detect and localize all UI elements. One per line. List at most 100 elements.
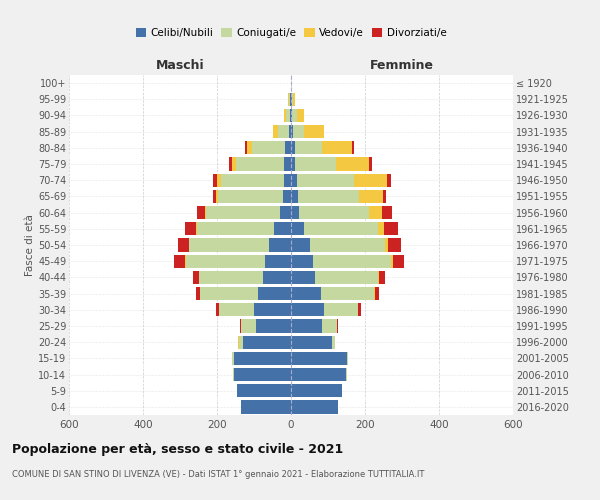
Text: Maschi: Maschi: [155, 59, 205, 72]
Bar: [286, 109, 290, 122]
Bar: [289, 92, 290, 106]
Bar: [247, 141, 252, 154]
Bar: [346, 368, 347, 381]
Bar: [337, 320, 338, 332]
Bar: [216, 190, 218, 203]
Bar: [291, 92, 292, 106]
Bar: [358, 303, 361, 316]
Bar: [240, 320, 241, 332]
Bar: [221, 174, 284, 187]
Bar: [233, 368, 291, 381]
Bar: [391, 254, 393, 268]
Bar: [291, 238, 310, 252]
Bar: [354, 174, 387, 187]
Bar: [293, 92, 295, 106]
Bar: [245, 141, 247, 154]
Bar: [385, 238, 388, 252]
Bar: [378, 270, 379, 284]
Bar: [383, 190, 386, 203]
Bar: [291, 303, 325, 316]
Bar: [193, 270, 199, 284]
Bar: [359, 190, 383, 203]
Legend: Celibi/Nubili, Coniugati/e, Vedovi/e, Divorziati/e: Celibi/Nubili, Coniugati/e, Vedovi/e, Di…: [134, 26, 448, 40]
Bar: [284, 158, 291, 170]
Bar: [310, 238, 385, 252]
Bar: [205, 206, 206, 220]
Bar: [214, 174, 217, 187]
Bar: [218, 190, 283, 203]
Bar: [269, 238, 291, 252]
Bar: [291, 352, 347, 365]
Bar: [291, 158, 295, 170]
Bar: [196, 287, 200, 300]
Bar: [274, 222, 291, 235]
Bar: [296, 109, 304, 122]
Bar: [292, 109, 296, 122]
Bar: [286, 141, 291, 154]
Bar: [239, 336, 243, 349]
Bar: [291, 109, 292, 122]
Bar: [295, 158, 336, 170]
Bar: [199, 270, 263, 284]
Bar: [291, 222, 304, 235]
Bar: [388, 238, 401, 252]
Bar: [283, 190, 291, 203]
Bar: [291, 190, 298, 203]
Bar: [352, 141, 354, 154]
Bar: [278, 125, 289, 138]
Bar: [322, 320, 337, 332]
Bar: [229, 158, 232, 170]
Bar: [232, 352, 233, 365]
Bar: [280, 206, 291, 220]
Bar: [258, 287, 291, 300]
Bar: [320, 287, 374, 300]
Bar: [387, 174, 391, 187]
Bar: [375, 287, 379, 300]
Bar: [336, 158, 370, 170]
Bar: [293, 125, 304, 138]
Bar: [217, 174, 221, 187]
Bar: [284, 109, 286, 122]
Bar: [196, 222, 197, 235]
Bar: [304, 222, 378, 235]
Bar: [289, 125, 291, 138]
Bar: [290, 92, 291, 106]
Bar: [263, 270, 291, 284]
Text: Popolazione per età, sesso e stato civile - 2021: Popolazione per età, sesso e stato civil…: [12, 442, 343, 456]
Bar: [322, 141, 352, 154]
Bar: [291, 400, 338, 413]
Bar: [197, 206, 205, 220]
Bar: [292, 92, 293, 106]
Bar: [241, 320, 256, 332]
Bar: [332, 336, 335, 349]
Bar: [185, 222, 196, 235]
Bar: [291, 320, 322, 332]
Text: COMUNE DI SAN STINO DI LIVENZA (VE) - Dati ISTAT 1° gennaio 2021 - Elaborazione : COMUNE DI SAN STINO DI LIVENZA (VE) - Da…: [12, 470, 424, 479]
Bar: [175, 254, 185, 268]
Bar: [214, 190, 216, 203]
Bar: [291, 287, 320, 300]
Bar: [233, 352, 291, 365]
Bar: [374, 287, 375, 300]
Bar: [235, 158, 284, 170]
Bar: [291, 254, 313, 268]
Bar: [393, 254, 404, 268]
Bar: [296, 174, 354, 187]
Bar: [238, 384, 291, 398]
Text: Femmine: Femmine: [370, 59, 434, 72]
Bar: [256, 320, 291, 332]
Bar: [238, 336, 239, 349]
Bar: [291, 125, 293, 138]
Bar: [325, 303, 358, 316]
Bar: [254, 303, 291, 316]
Bar: [243, 336, 291, 349]
Bar: [291, 270, 315, 284]
Bar: [232, 158, 235, 170]
Bar: [284, 174, 291, 187]
Bar: [252, 141, 286, 154]
Bar: [370, 206, 382, 220]
Bar: [304, 125, 325, 138]
Bar: [216, 303, 219, 316]
Bar: [272, 125, 278, 138]
Bar: [313, 254, 391, 268]
